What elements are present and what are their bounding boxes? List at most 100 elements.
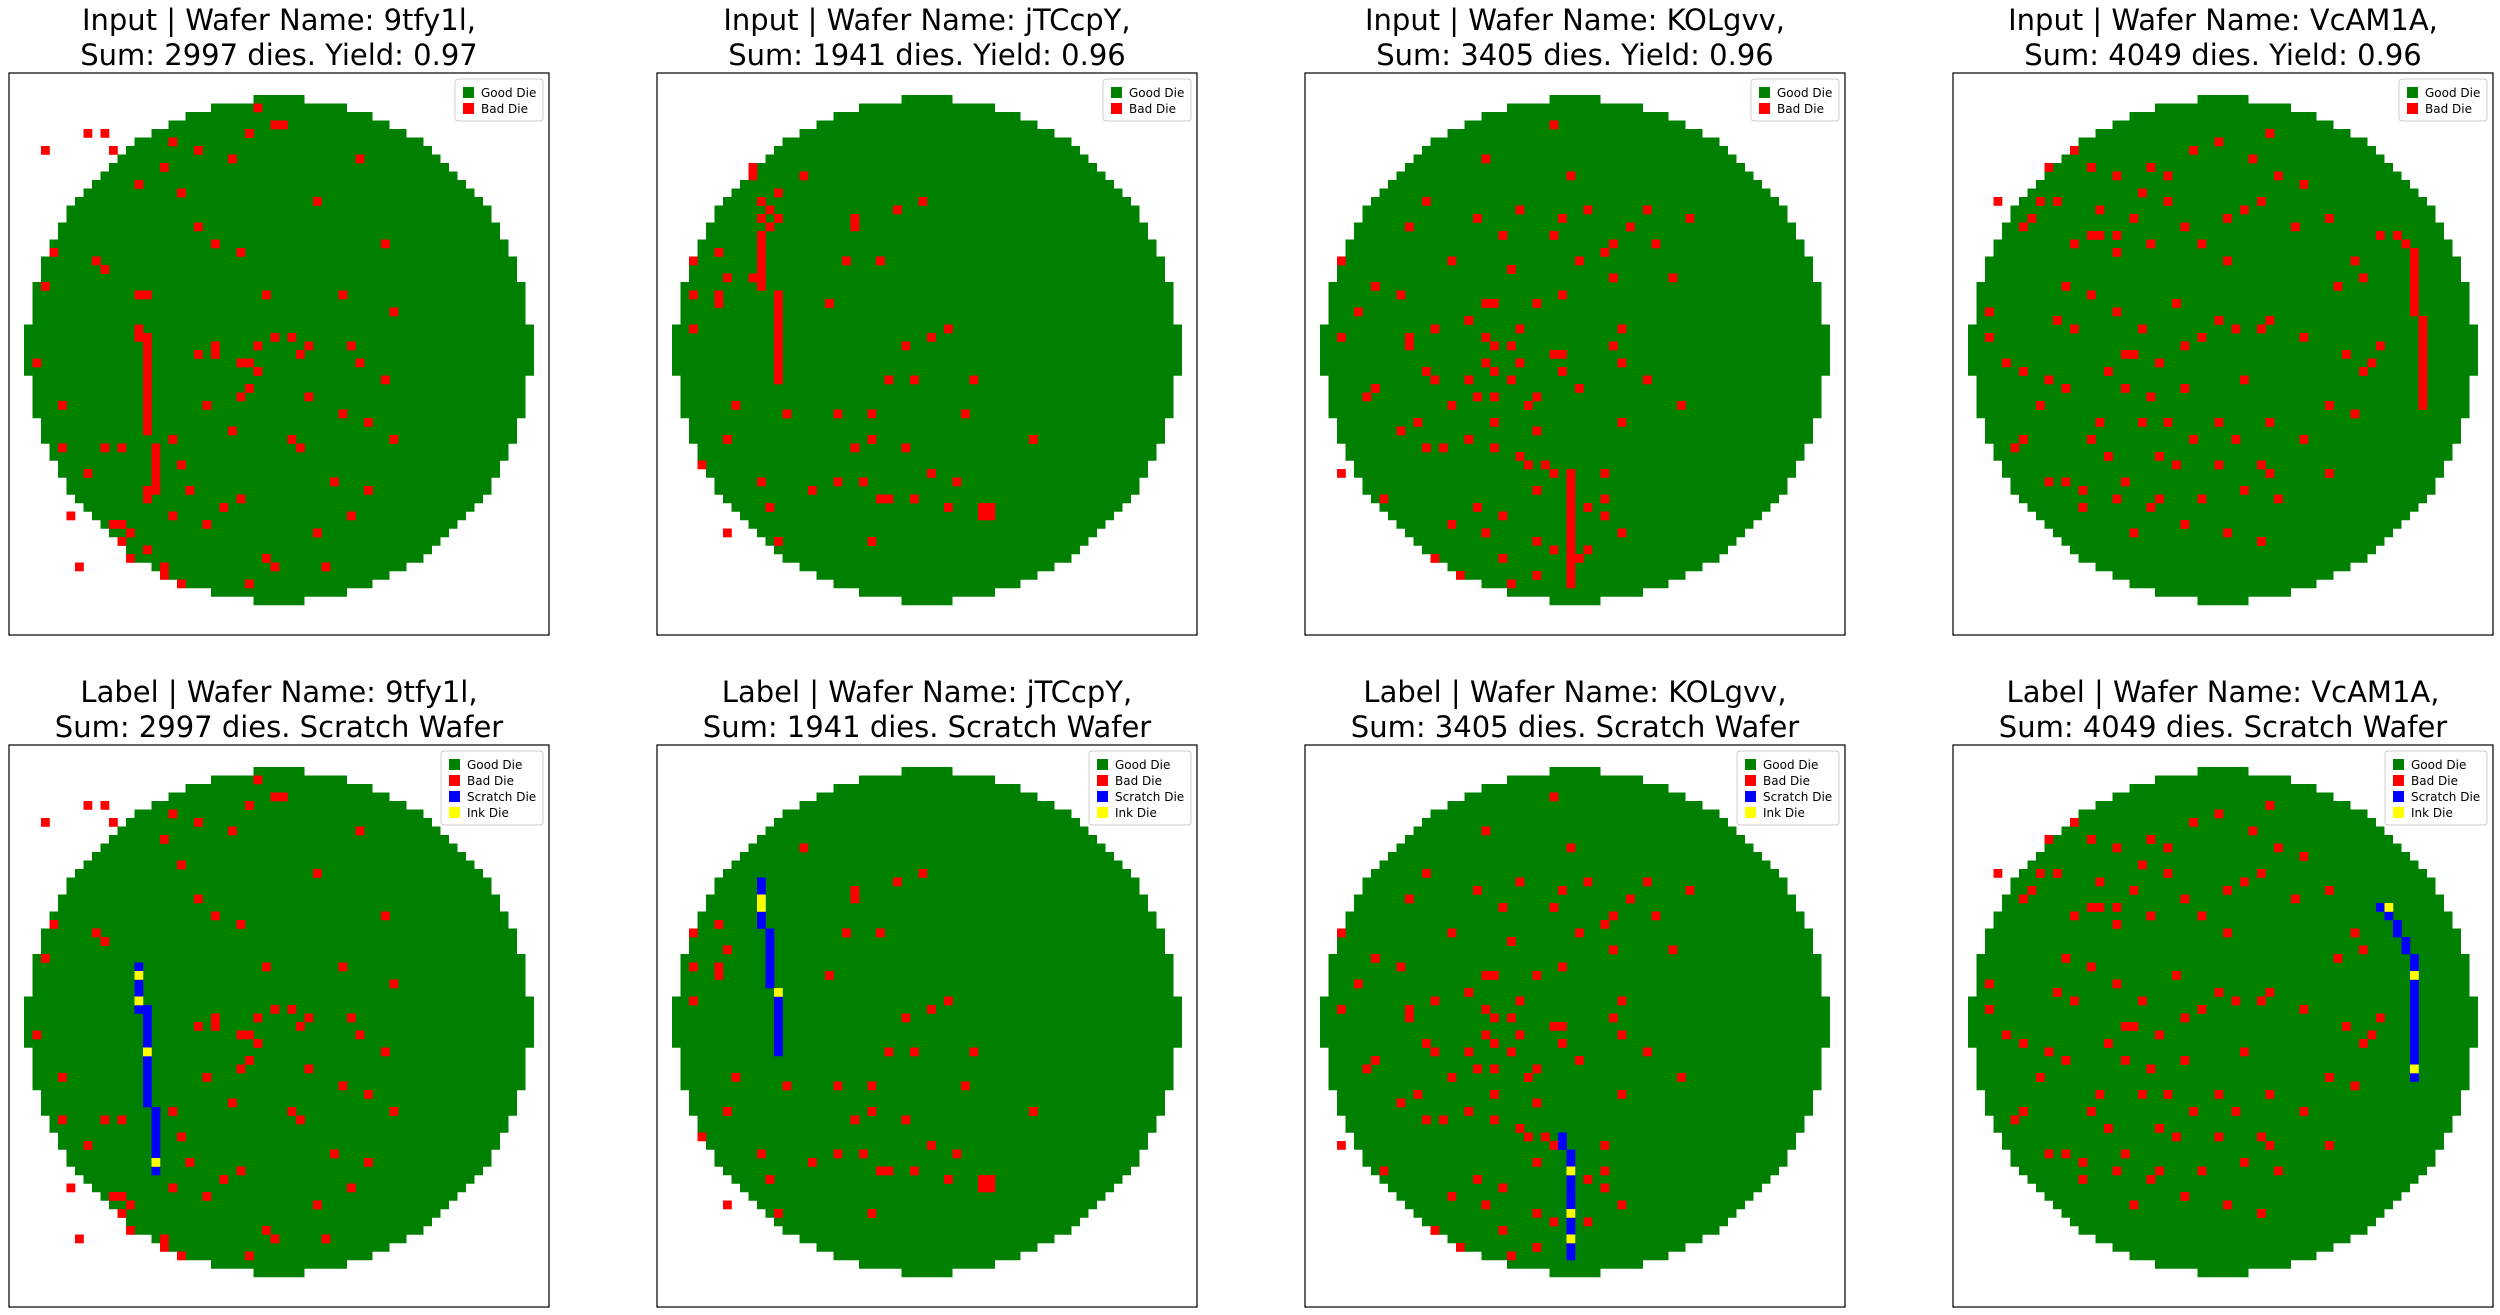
bad-die: [338, 1081, 348, 1091]
bad-die: [143, 409, 152, 419]
bad-die: [867, 1209, 877, 1218]
bad-die: [1422, 367, 1431, 376]
bad-die: [2197, 239, 2207, 249]
panel-title-line2: Sum: 4049 dies. Scratch Wafer: [1999, 710, 2448, 744]
bad-die: [168, 809, 178, 819]
bad-die: [160, 1234, 169, 1244]
scratch-die: [774, 1030, 783, 1040]
bad-die: [151, 486, 161, 495]
bad-die: [765, 1175, 775, 1184]
bad-die: [1558, 1022, 1567, 1031]
scratch-die: [151, 1149, 161, 1159]
bad-die: [296, 350, 305, 359]
bad-die: [2418, 401, 2428, 410]
bad-die: [1566, 520, 1576, 529]
bad-die: [270, 120, 280, 130]
bad-die: [2104, 367, 2113, 376]
bad-die: [168, 435, 178, 444]
bad-die: [2138, 860, 2147, 870]
bad-die: [1481, 528, 1491, 538]
bad-die: [714, 971, 724, 980]
legend-swatch: [463, 87, 474, 98]
legend-swatch: [2407, 87, 2418, 98]
bad-die: [2418, 384, 2428, 393]
bad-die: [1405, 1013, 1414, 1023]
bad-die: [2121, 350, 2130, 359]
bad-die: [1430, 1226, 1440, 1235]
bad-die: [1993, 197, 2003, 206]
scratch-die: [765, 979, 775, 989]
bad-die: [236, 494, 246, 504]
bad-die: [313, 1200, 322, 1210]
good-die-region: [1968, 95, 2478, 606]
bad-die: [1558, 214, 1567, 223]
bad-die: [2248, 826, 2258, 836]
bad-die: [1515, 877, 1525, 887]
bad-die: [2265, 988, 2275, 997]
bad-die: [2087, 435, 2096, 444]
bad-die: [2061, 282, 2071, 291]
bad-die: [2376, 231, 2385, 240]
bad-die: [1566, 477, 1576, 487]
bad-die: [1439, 443, 1448, 453]
bad-die: [1507, 341, 1516, 351]
scratch-die: [757, 911, 766, 921]
bad-die: [876, 494, 885, 504]
bad-die: [1532, 1243, 1542, 1252]
bad-die: [2078, 1158, 2088, 1167]
bad-die: [2112, 920, 2122, 929]
bad-die: [287, 1005, 297, 1014]
bad-die: [2163, 418, 2173, 427]
legend-label: Bad Die: [1115, 774, 1162, 788]
bad-die: [202, 1192, 212, 1201]
bad-die: [1337, 256, 1346, 266]
bad-die: [1651, 239, 1661, 249]
panel-title-line2: Sum: 1941 dies. Scratch Wafer: [703, 710, 1152, 744]
bad-die: [2095, 205, 2105, 215]
axes-frame: [8, 744, 550, 1308]
bad-die: [2019, 1039, 2028, 1048]
bad-die: [1481, 333, 1491, 342]
bad-die: [757, 197, 766, 206]
bad-die: [723, 273, 732, 283]
bad-die: [49, 920, 59, 929]
bad-die: [32, 358, 42, 368]
legend-label: Bad Die: [1129, 102, 1176, 116]
bad-die: [364, 1158, 373, 1167]
scratch-die: [2401, 945, 2411, 955]
bad-die: [2350, 409, 2360, 419]
bad-die: [774, 333, 783, 342]
bad-die: [2223, 214, 2232, 223]
bad-die: [1566, 503, 1576, 512]
bad-die: [296, 1022, 305, 1031]
bad-die: [1532, 1064, 1542, 1074]
bad-die: [194, 222, 203, 232]
bad-die: [1532, 426, 1542, 436]
bad-die: [1447, 1192, 1457, 1201]
bad-die: [2223, 928, 2232, 938]
bad-die: [1029, 435, 1038, 444]
bad-die: [143, 375, 152, 385]
bad-die: [109, 146, 118, 155]
scratch-die: [1566, 1192, 1576, 1201]
bad-die: [1515, 324, 1525, 334]
bad-die: [1396, 290, 1406, 300]
bad-die: [2044, 163, 2054, 172]
scratch-die: [1566, 1158, 1576, 1167]
bad-die: [2418, 333, 2428, 342]
bad-die: [1643, 375, 1652, 385]
bad-die: [245, 579, 254, 589]
bad-die: [952, 1149, 962, 1159]
bad-die: [825, 299, 834, 308]
bad-die: [347, 1183, 356, 1193]
bad-die: [134, 333, 144, 342]
scratch-die: [2410, 988, 2419, 997]
ink-die: [774, 988, 783, 997]
scratch-die: [143, 1056, 152, 1065]
scratch-die: [143, 1039, 152, 1048]
bad-die: [2061, 954, 2071, 963]
bad-die: [211, 911, 220, 921]
bad-die: [1507, 1047, 1516, 1057]
bad-die: [2104, 1124, 2113, 1133]
bad-die: [1464, 316, 1474, 325]
